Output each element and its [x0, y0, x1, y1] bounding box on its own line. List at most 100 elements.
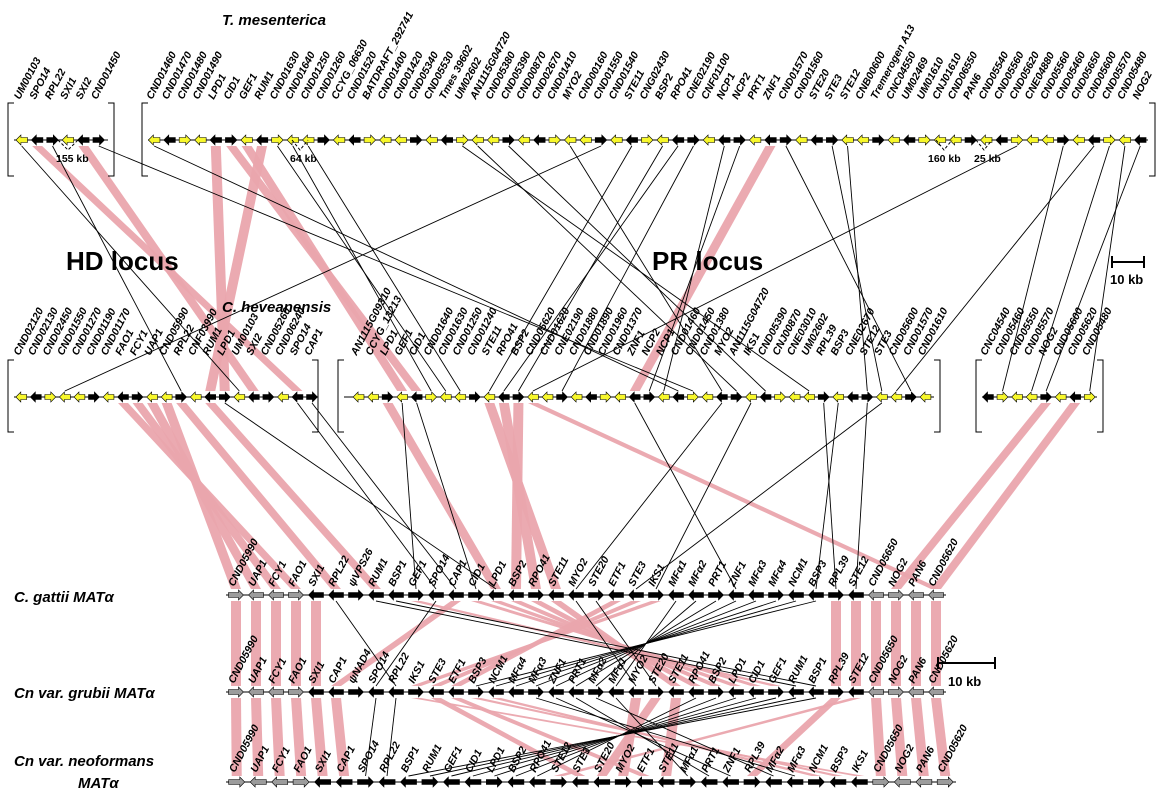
- gene-arrow-grubii-19: [608, 686, 624, 698]
- gene-arrow-grubii-22: [668, 686, 684, 698]
- gene-arrow-tmes-50: [826, 134, 839, 146]
- synteny-ribbon-48: [431, 698, 586, 776]
- gene-label-grubii-3: FAO1: [286, 655, 310, 685]
- gene-arrow-gattii-24: [708, 589, 724, 601]
- synteny-ribbon-37: [871, 601, 881, 686]
- gene-arrow-chev-23: [381, 391, 394, 403]
- gene-arrow-grubii-6: [348, 686, 364, 698]
- connector-line-18: [785, 145, 912, 392]
- gene-arrow-grubii-32: [868, 686, 884, 698]
- gene-arrow-chev-67: [1069, 391, 1081, 403]
- gene-arrow-chev-17: [262, 391, 275, 403]
- gene-arrow-chev-7: [117, 391, 129, 403]
- gene-arrow-neo-17: [593, 776, 611, 788]
- connector-line-26: [1045, 145, 1141, 392]
- synteny-ribbon-49: [451, 698, 650, 776]
- gene-arrow-tmes-59: [964, 134, 978, 146]
- synteny-ribbon-23: [291, 601, 301, 686]
- synteny-ribbon-1: [78, 146, 259, 391]
- gene-arrow-chev-8: [131, 391, 144, 403]
- connector-line-22: [1002, 145, 1064, 392]
- gene-arrow-chev-24: [396, 391, 408, 403]
- connector-line-37: [855, 402, 868, 590]
- gene-arrow-gattii-13: [488, 589, 504, 601]
- gene-arrow-chev-25: [410, 391, 423, 403]
- gene-arrow-chev-43: [672, 391, 685, 403]
- gene-arrow-neo-32: [915, 776, 933, 788]
- gene-arrow-gattii-18: [588, 589, 604, 601]
- connector-line-33: [575, 402, 723, 590]
- gene-arrow-chev-32: [512, 391, 525, 403]
- gene-arrow-tmes-60: [980, 134, 993, 146]
- gene-arrow-tmes-19: [348, 134, 361, 146]
- gene-arrow-gattii-7: [368, 589, 384, 601]
- connector-line-10: [569, 145, 723, 392]
- gene-arrow-grubii-24: [708, 686, 724, 698]
- connector-line-58: [595, 697, 774, 777]
- synteny-ribbon-12: [205, 403, 381, 589]
- connector-line-0: [21, 145, 240, 392]
- gene-arrow-tmes-28: [486, 134, 500, 146]
- gene-arrow-tmes-42: [702, 134, 715, 146]
- gene-arrow-tmes-32: [548, 134, 561, 146]
- gene-arrow-grubii-10: [428, 686, 444, 698]
- gene-arrow-grubii-16: [548, 686, 564, 698]
- connector-line-59: [615, 697, 688, 777]
- gene-arrow-tmes-63: [1026, 134, 1039, 146]
- gene-arrow-gattii-10: [428, 589, 444, 601]
- ortholog-connector-lines: [21, 145, 1141, 777]
- synteny-ribbon-34: [411, 601, 661, 686]
- gene-arrow-neo-31: [893, 776, 911, 788]
- gene-arrow-tmes-25: [440, 134, 453, 146]
- synteny-ribbon-22: [271, 601, 281, 686]
- gene-label-grubii-26: CID1: [746, 659, 768, 686]
- gene-arrow-chev-5: [88, 391, 100, 403]
- connector-line-35: [823, 402, 837, 590]
- gene-arrow-chev-59: [905, 391, 917, 403]
- gene-arrow-gattii-15: [528, 589, 544, 601]
- gene-arrow-chev-49: [759, 391, 772, 403]
- synteny-ribbon-57: [871, 698, 886, 776]
- synteny-ribbon-16: [511, 403, 524, 589]
- gene-arrow-neo-27: [808, 776, 825, 788]
- gene-arrow-gattii-34: [908, 589, 924, 601]
- gene-arrow-chev-58: [890, 391, 903, 403]
- gene-arrow-tmes-29: [502, 134, 515, 146]
- gene-arrow-tmes-9: [194, 134, 207, 146]
- gene-arrow-chev-63: [1011, 391, 1023, 403]
- gene-arrow-neo-4: [314, 776, 331, 788]
- row-label-cn-neoformans-mat: MATα: [78, 775, 119, 792]
- row-label-cn-neoformans-alpha: α: [109, 775, 119, 792]
- gene-arrow-chev-30: [483, 391, 496, 403]
- gene-arrow-grubii-35: [928, 686, 944, 698]
- gene-arrow-grubii-27: [768, 686, 784, 698]
- gene-arrow-chev-21: [352, 391, 365, 403]
- connector-line-53: [365, 697, 377, 777]
- connector-line-17: [648, 145, 741, 392]
- gene-label-neo-23: ZNF1: [720, 745, 743, 775]
- gene-arrow-tmes-34: [579, 134, 592, 146]
- synteny-ribbon-45: [311, 698, 328, 776]
- gene-arrow-tmes-30: [517, 134, 531, 146]
- synteny-ribbon-4: [241, 146, 408, 391]
- gene-arrow-chev-42: [657, 391, 670, 403]
- gene-arrow-chev-39: [614, 391, 626, 403]
- gene-arrow-neo-6: [357, 776, 375, 788]
- gene-arrow-neo-25: [765, 776, 782, 788]
- gene-label-neo-29: IKS1: [849, 748, 871, 774]
- synteny-ribbon-42: [251, 698, 264, 776]
- scale-bar-bottom-label: 10 kb: [948, 674, 981, 689]
- gene-arrow-tmes-10: [209, 134, 222, 146]
- gene-arrow-chev-55: [846, 391, 859, 403]
- connector-line-11: [64, 145, 602, 392]
- gene-arrow-gattii-5: [328, 589, 344, 601]
- gene-arrow-tmes-17: [317, 134, 330, 146]
- gene-arrow-neo-10: [442, 776, 460, 788]
- scale-bar-top: 10 kb: [1110, 256, 1145, 287]
- gene-arrow-tmes-2: [46, 134, 59, 146]
- gene-label-neo-19: ETF1: [635, 746, 658, 774]
- gene-arrow-gattii-31: [848, 589, 864, 601]
- gene-arrow-tmes-31: [533, 134, 546, 146]
- gene-arrow-tmes-5: [92, 134, 105, 146]
